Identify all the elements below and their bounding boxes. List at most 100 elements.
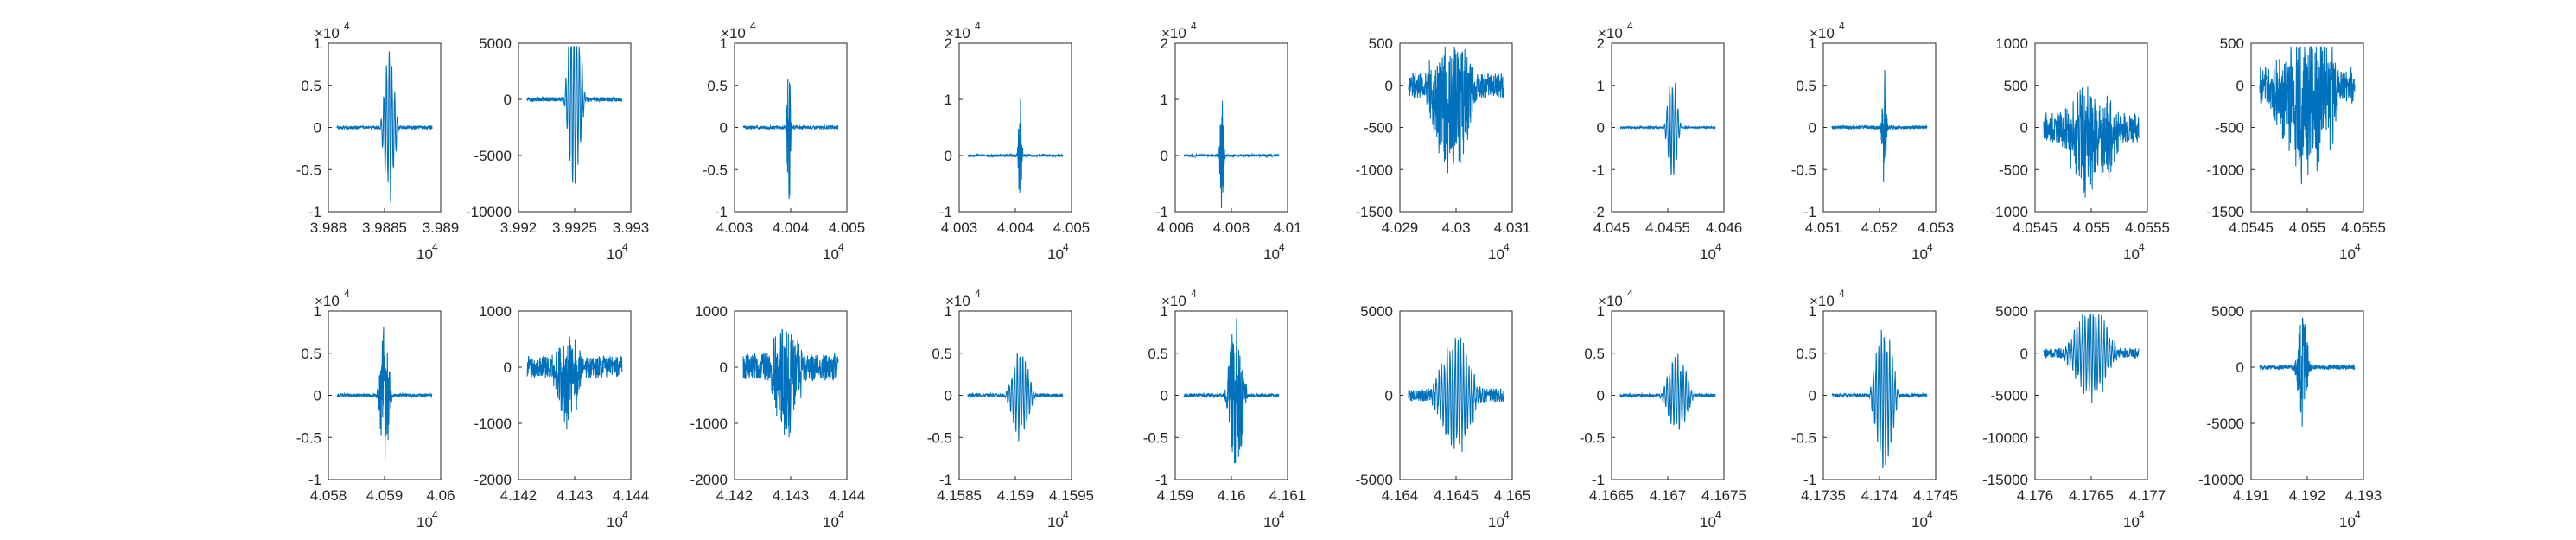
x-tick-label: 4.16 xyxy=(1217,487,1245,504)
y-tick-label: 1 xyxy=(720,35,728,52)
signal-line xyxy=(742,79,839,200)
x-exponent-power: 4 xyxy=(432,509,438,521)
x-tick-label: 4.0545 xyxy=(2013,219,2058,236)
y-tick-label: 0 xyxy=(504,359,512,376)
x-tick-label: 4.1735 xyxy=(1801,487,1846,504)
y-tick-label: -0.5 xyxy=(296,429,321,446)
y-tick-label: 0 xyxy=(314,388,321,404)
x-tick-label: 4.142 xyxy=(500,487,537,504)
x-tick-label: 4.03 xyxy=(1441,219,1470,236)
y-exponent-label: ×10 xyxy=(1161,293,1186,309)
y-tick-label: 0 xyxy=(945,388,952,404)
x-exponent-power: 4 xyxy=(838,509,844,521)
y-tick-label: 1000 xyxy=(695,303,728,320)
y-exponent-label: ×10 xyxy=(721,25,746,41)
y-exponent-label: ×10 xyxy=(315,25,340,41)
y-tick-label: 0 xyxy=(2020,346,2028,362)
y-tick-label: 0.5 xyxy=(1584,346,1605,362)
y-tick-label: 0 xyxy=(1597,120,1605,137)
x-tick-label: 4.193 xyxy=(2345,487,2382,504)
y-tick-label: 5000 xyxy=(2211,303,2244,320)
y-exponent-power: 4 xyxy=(344,288,350,300)
y-tick-label: -5000 xyxy=(1356,472,1393,488)
y-tick-label: -0.5 xyxy=(1791,429,1816,446)
x-tick-label: 4.051 xyxy=(1805,219,1842,236)
x-exponent-power: 4 xyxy=(2355,509,2361,521)
signal-line xyxy=(1408,337,1504,453)
y-tick-label: -1 xyxy=(308,472,321,488)
x-exponent-label: 10 xyxy=(2123,514,2140,530)
x-exponent-power: 4 xyxy=(622,241,628,253)
y-exponent-label: ×10 xyxy=(945,25,970,41)
x-exponent-power: 4 xyxy=(1715,241,1721,253)
y-exponent-power: 4 xyxy=(1191,20,1197,32)
y-tick-label: 2 xyxy=(1161,35,1168,52)
x-tick-label: 4.167 xyxy=(1650,487,1687,504)
x-exponent-power: 4 xyxy=(1063,509,1069,521)
x-tick-label: 4.191 xyxy=(2233,487,2270,504)
x-tick-label: 4.006 xyxy=(1157,219,1194,236)
x-exponent-label: 10 xyxy=(1047,246,1064,263)
x-tick-label: 4.055 xyxy=(2073,219,2110,236)
x-exponent-power: 4 xyxy=(1927,241,1933,253)
y-tick-label: 0 xyxy=(504,92,512,108)
x-tick-label: 4.1585 xyxy=(937,487,982,504)
y-tick-label: 5000 xyxy=(1360,303,1393,320)
x-tick-label: 4.144 xyxy=(829,487,866,504)
signal-line xyxy=(336,327,433,461)
x-exponent-label: 10 xyxy=(1488,246,1504,263)
y-tick-label: 0 xyxy=(1161,388,1168,404)
x-tick-label: 4.0555 xyxy=(2341,219,2386,236)
y-tick-label: 1000 xyxy=(1995,35,2028,52)
x-tick-label: 4.029 xyxy=(1382,219,1419,236)
y-exponent-power: 4 xyxy=(1627,20,1633,32)
y-exponent-power: 4 xyxy=(344,20,350,32)
y-tick-label: -5000 xyxy=(474,148,512,164)
y-tick-label: 0 xyxy=(945,148,952,164)
y-exponent-label: ×10 xyxy=(1810,25,1835,41)
y-tick-label: -1 xyxy=(1803,472,1816,488)
y-exponent-label: ×10 xyxy=(1598,25,1623,41)
y-tick-label: 0 xyxy=(1161,148,1168,164)
x-tick-label: 4.0555 xyxy=(2125,219,2170,236)
axes-box xyxy=(518,310,632,480)
x-tick-label: 4.1595 xyxy=(1049,487,1094,504)
y-exponent-label: ×10 xyxy=(945,293,970,309)
y-tick-label: -0.5 xyxy=(927,429,952,446)
y-tick-label: -1000 xyxy=(474,416,512,432)
y-tick-label: -2000 xyxy=(474,472,512,488)
x-tick-label: 4.059 xyxy=(366,487,404,504)
y-tick-label: -2 xyxy=(1592,204,1605,220)
y-tick-label: -0.5 xyxy=(703,162,728,178)
y-tick-label: 1 xyxy=(1809,303,1816,320)
x-tick-label: 4.1765 xyxy=(2069,487,2114,504)
signal-line xyxy=(526,46,623,184)
x-exponent-label: 10 xyxy=(1911,246,1928,263)
y-tick-label: -1 xyxy=(308,204,321,220)
signal-line xyxy=(1183,318,1280,464)
y-tick-label: 0.5 xyxy=(707,78,728,94)
x-tick-label: 4.031 xyxy=(1494,219,1531,236)
signal-line xyxy=(742,328,839,438)
x-exponent-label: 10 xyxy=(823,246,839,263)
signal-line xyxy=(1183,100,1280,209)
y-tick-label: -500 xyxy=(1364,120,1393,137)
y-tick-label: -15000 xyxy=(1982,472,2028,488)
x-exponent-label: 10 xyxy=(417,246,433,263)
signal-line xyxy=(526,336,623,430)
x-exponent-power: 4 xyxy=(2355,241,2361,253)
signal-line xyxy=(967,353,1064,442)
x-tick-label: 3.989 xyxy=(423,219,460,236)
x-exponent-label: 10 xyxy=(1700,246,1716,263)
x-exponent-power: 4 xyxy=(1279,509,1285,521)
